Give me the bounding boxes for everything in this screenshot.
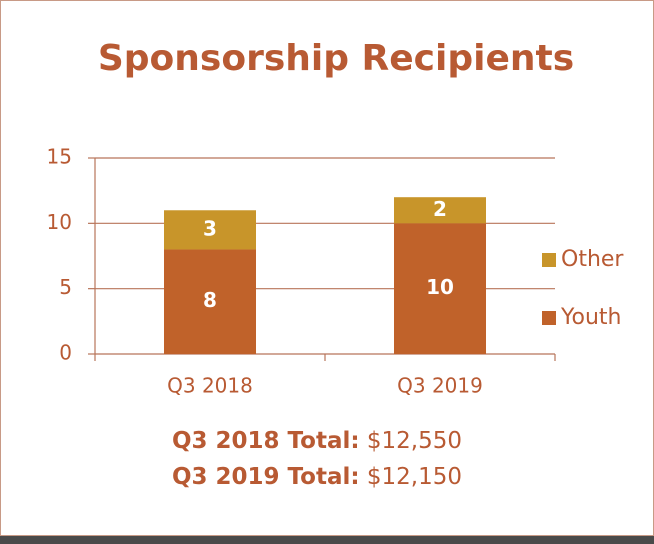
note: Q3 2018 Total: $12,550	[172, 428, 462, 454]
note-label: Q3 2018 Total:	[172, 428, 360, 454]
y-tick-label: 10	[47, 210, 72, 234]
y-tick-label: 15	[47, 145, 72, 169]
x-tick-label: Q3 2018	[167, 374, 253, 398]
chart-title: Sponsorship Recipients	[98, 38, 574, 79]
legend-label: Other	[561, 247, 624, 272]
legend-label: Youth	[560, 305, 622, 330]
bar-segment	[164, 249, 256, 354]
legend-swatch	[542, 253, 556, 267]
data-label: 10	[426, 275, 454, 299]
note-value: $12,150	[367, 464, 462, 490]
bar-segment	[394, 223, 486, 354]
bottom-strip	[0, 536, 654, 544]
data-label: 8	[203, 288, 217, 312]
data-label: 2	[433, 197, 447, 221]
data-label: 3	[203, 216, 217, 240]
note-value: $12,550	[367, 428, 462, 454]
y-tick-label: 5	[59, 275, 72, 299]
bar-segment	[164, 210, 256, 250]
note-label: Q3 2019 Total:	[172, 464, 360, 490]
note: Q3 2019 Total: $12,150	[172, 464, 462, 490]
bar-segment	[394, 197, 486, 224]
legend-swatch	[542, 311, 556, 325]
x-tick-label: Q3 2019	[397, 374, 483, 398]
y-tick-label: 0	[59, 341, 72, 365]
